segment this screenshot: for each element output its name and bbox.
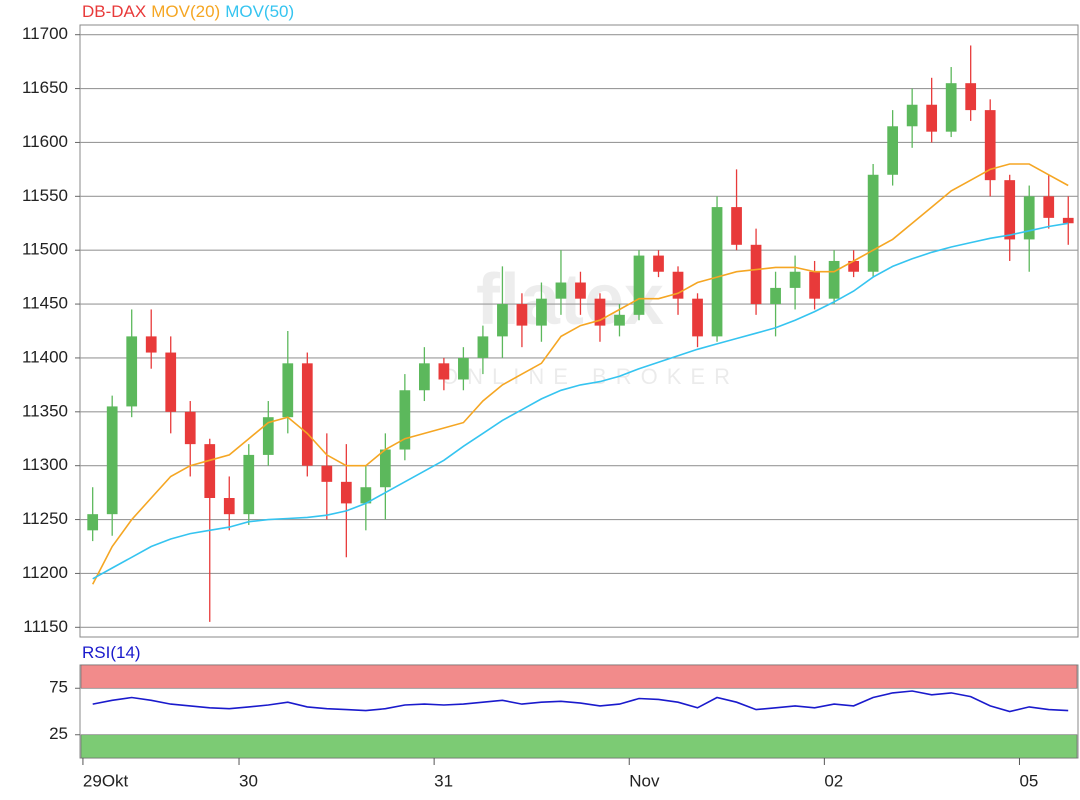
candle-body: [301, 363, 313, 466]
legend-entry: DB-DAX: [82, 2, 146, 21]
main-layer: 11150 11200 11250 11300 11350 11400 11450 11500…: [22, 24, 1078, 636]
candle-body: [243, 454, 255, 515]
candle-body: [282, 363, 294, 418]
y-tick-label: 11450: [22, 294, 68, 313]
candle-body: [399, 390, 411, 450]
y-tick-label: 11700: [22, 24, 68, 43]
candle-body: [262, 417, 274, 455]
candle-body: [1023, 196, 1035, 240]
candle-body: [223, 498, 235, 515]
candle-body: [87, 514, 99, 531]
candle-body: [711, 207, 723, 337]
y-tick-label: 11200: [22, 563, 68, 582]
y-tick-label: 11600: [22, 132, 68, 151]
candle-body: [594, 298, 606, 326]
candle-body: [477, 336, 489, 358]
candle-body: [379, 449, 391, 488]
candle-body: [672, 271, 684, 299]
candle-body: [809, 271, 820, 299]
candle-body: [614, 314, 625, 326]
candle-body: [887, 126, 899, 175]
x-tick-label: Nov: [629, 771, 660, 790]
candle-body: [555, 282, 567, 299]
candle-body: [653, 255, 664, 272]
legend-entry: MOV(50): [225, 2, 294, 21]
y-tick-label: 75: [49, 678, 68, 697]
candle-body: [984, 110, 996, 181]
y-tick-label: 11300: [22, 455, 68, 474]
series-line: [92, 222, 1069, 580]
candle-body: [360, 487, 372, 504]
candle-body: [165, 352, 177, 412]
y-tick-label: 11400: [22, 347, 68, 366]
candle-body: [184, 411, 196, 445]
legend: DB-DAX MOV(20) MOV(50): [82, 2, 294, 21]
candle-body: [438, 363, 450, 380]
series-line: [92, 690, 1069, 713]
candle-body: [1062, 217, 1074, 224]
x-tick-label: 02: [824, 771, 843, 790]
candle-body: [1004, 180, 1016, 240]
series-line: [91, 163, 1069, 585]
candle-body: [789, 271, 801, 288]
candle-body: [536, 298, 547, 326]
candle-body: [633, 255, 645, 315]
candle-body: [731, 207, 742, 245]
candle-body: [906, 104, 918, 127]
y-tick-label: 11500: [22, 240, 68, 259]
candle-body: [516, 304, 528, 326]
y-tick-label: 11250: [22, 509, 68, 528]
candle-body: [126, 336, 138, 407]
candle-body: [828, 260, 840, 299]
y-tick-label: 11150: [23, 617, 68, 636]
x-tick-label: 31: [434, 771, 453, 790]
y-tick-label: 25: [49, 724, 68, 743]
candle-body: [340, 481, 352, 504]
candle-body: [945, 83, 957, 132]
legend-entry: MOV(20): [151, 2, 220, 21]
candle-body: [926, 104, 938, 132]
candle-body: [867, 174, 879, 272]
rsi-legend: RSI(14): [82, 643, 141, 662]
band: [80, 664, 1078, 689]
candle-body: [321, 465, 333, 482]
candle-body: [965, 83, 977, 111]
candle-body: [575, 282, 586, 299]
candle-body: [458, 357, 469, 380]
legend-entry: RSI(14): [82, 643, 141, 662]
y-tick-label: 11350: [22, 401, 68, 420]
x-tick-label: 30: [239, 771, 258, 790]
candle-body: [204, 444, 216, 499]
y-tick-label: 11650: [22, 78, 68, 97]
candle-body: [770, 287, 781, 305]
candle-body: [497, 304, 508, 337]
band: [80, 734, 1078, 759]
watermark-text: ONLINE BROKER: [441, 364, 739, 389]
y-tick-label: 11550: [22, 186, 68, 205]
candle-body: [145, 336, 157, 353]
x-tick-label: 05: [1019, 771, 1038, 790]
x-tick-label: 29Okt: [83, 771, 129, 790]
candle-body: [848, 260, 859, 272]
candle-body: [750, 244, 762, 305]
rsi-layer: 25 75 29Okt 30 31 Nov 02 05: [49, 664, 1078, 790]
candle-body: [1043, 196, 1055, 218]
candle-body: [106, 406, 118, 515]
candle-body: [419, 363, 430, 391]
candle-body: [692, 298, 703, 337]
